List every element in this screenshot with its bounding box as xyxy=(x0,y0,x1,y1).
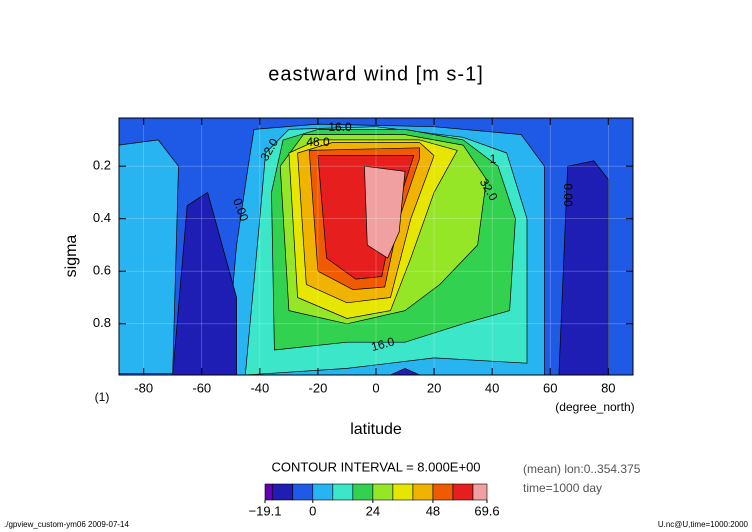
x-tick-label: -40 xyxy=(250,380,269,395)
colorbar-label: 48 xyxy=(426,503,440,518)
x-axis-units: (degree_north) xyxy=(555,400,634,414)
x-tick-label: -20 xyxy=(309,380,328,395)
colorbar-box xyxy=(312,483,334,501)
y-axis-units: (1) xyxy=(95,390,110,404)
colorbar-label: 24 xyxy=(366,503,380,518)
colorbar-box xyxy=(412,483,434,501)
x-tick-label: 0 xyxy=(372,380,379,395)
contour-label: 48.0 xyxy=(306,135,330,149)
y-tick-label: 0.8 xyxy=(93,315,111,330)
info-line: time=1000 day xyxy=(523,481,602,495)
contour-fill xyxy=(390,368,420,375)
y-tick-label: 0.2 xyxy=(93,158,111,173)
x-tick-label: -80 xyxy=(134,380,153,395)
footer-left: ./gpview_custom-ym06 2009-07-14 xyxy=(4,520,130,529)
x-tick-label: 60 xyxy=(543,380,557,395)
colorbar-box xyxy=(472,483,488,501)
colorbar-box xyxy=(264,483,274,501)
colorbar-box xyxy=(452,483,474,501)
colorbar-label: −19.1 xyxy=(249,503,282,518)
colorbar-box xyxy=(392,483,414,501)
colorbar-box xyxy=(292,483,314,501)
y-axis-label: sigma xyxy=(63,235,80,278)
x-tick-label: -60 xyxy=(192,380,211,395)
colorbar-label: 0 xyxy=(309,503,316,518)
contour-label: 16.0 xyxy=(370,334,396,354)
colorbar-box xyxy=(372,483,394,501)
colorbar-box xyxy=(272,483,294,501)
colorbar-box xyxy=(432,483,454,501)
contour-label: 0.00 xyxy=(561,183,575,207)
contour-interval: CONTOUR INTERVAL = 8.000E+00 xyxy=(271,459,480,474)
colorbar-label: 69.6 xyxy=(474,503,499,518)
contour-label: 16.0 xyxy=(328,120,352,134)
y-tick-label: 0.4 xyxy=(93,210,111,225)
colorbar-box xyxy=(352,483,374,501)
info-line: (mean) lon:0..354.375 xyxy=(523,462,641,476)
x-tick-label: 80 xyxy=(601,380,615,395)
contour-label: 1 xyxy=(490,152,497,166)
footer-right: U.nc@U,time=1000:2000 xyxy=(658,520,749,529)
y-tick-label: 0.6 xyxy=(93,263,111,278)
contour-fill xyxy=(364,165,406,259)
x-axis-label: latitude xyxy=(350,421,402,438)
contour-fill xyxy=(558,160,609,375)
x-tick-label: 40 xyxy=(485,380,499,395)
plot-area xyxy=(119,118,633,375)
chart-title: eastward wind [m s-1] xyxy=(268,63,484,85)
contour-fill xyxy=(172,192,237,375)
x-tick-label: 20 xyxy=(427,380,441,395)
contour-fill xyxy=(119,139,179,375)
colorbar-box xyxy=(332,483,354,501)
